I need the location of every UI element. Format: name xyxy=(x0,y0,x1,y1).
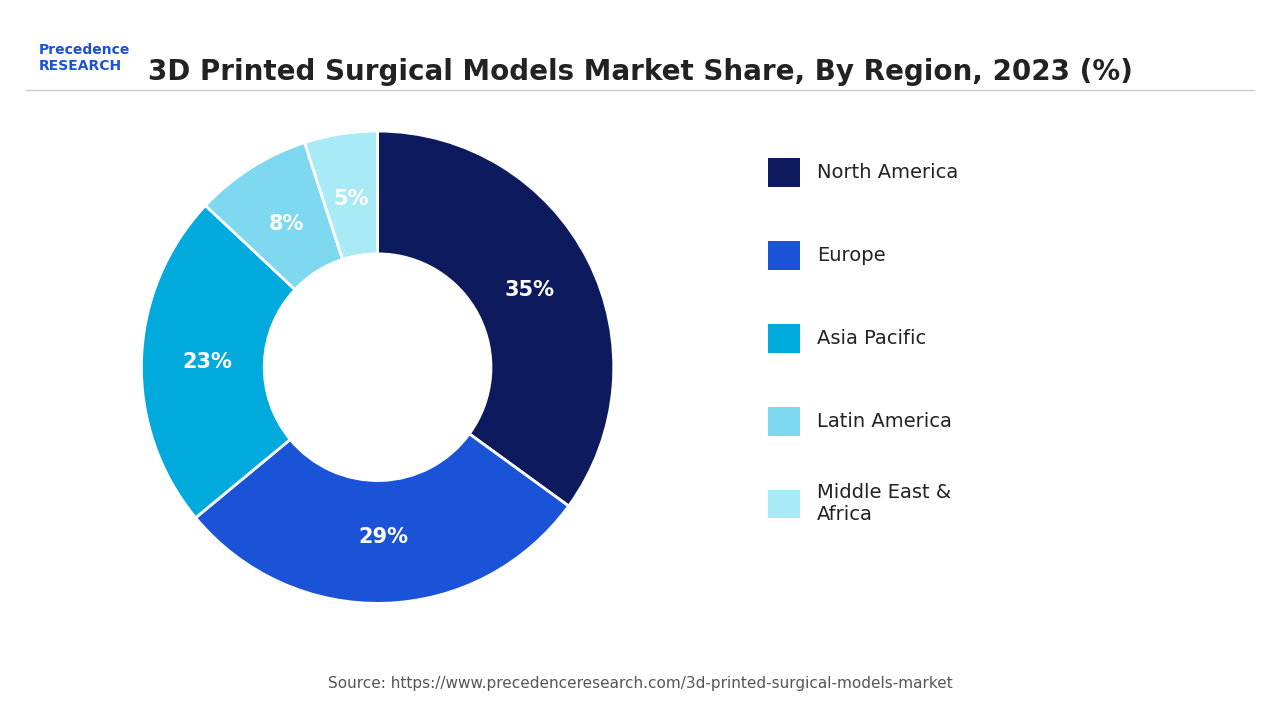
Text: 8%: 8% xyxy=(269,214,305,233)
Text: Source: https://www.precedenceresearch.com/3d-printed-surgical-models-market: Source: https://www.precedenceresearch.c… xyxy=(328,676,952,691)
Text: Precedence
RESEARCH: Precedence RESEARCH xyxy=(38,43,129,73)
Text: 23%: 23% xyxy=(183,352,233,372)
Text: 3D Printed Surgical Models Market Share, By Region, 2023 (%): 3D Printed Surgical Models Market Share,… xyxy=(147,58,1133,86)
Text: 5%: 5% xyxy=(333,189,369,210)
Wedge shape xyxy=(142,205,294,518)
Text: Middle East &
Africa: Middle East & Africa xyxy=(817,484,951,524)
Text: Asia Pacific: Asia Pacific xyxy=(817,329,925,348)
Text: Europe: Europe xyxy=(817,246,886,265)
Text: North America: North America xyxy=(817,163,957,182)
Text: 29%: 29% xyxy=(358,527,408,547)
Wedge shape xyxy=(305,131,378,259)
Wedge shape xyxy=(196,434,568,603)
Text: 35%: 35% xyxy=(504,280,554,300)
Wedge shape xyxy=(206,143,343,289)
Text: Latin America: Latin America xyxy=(817,412,951,431)
Wedge shape xyxy=(378,131,613,506)
